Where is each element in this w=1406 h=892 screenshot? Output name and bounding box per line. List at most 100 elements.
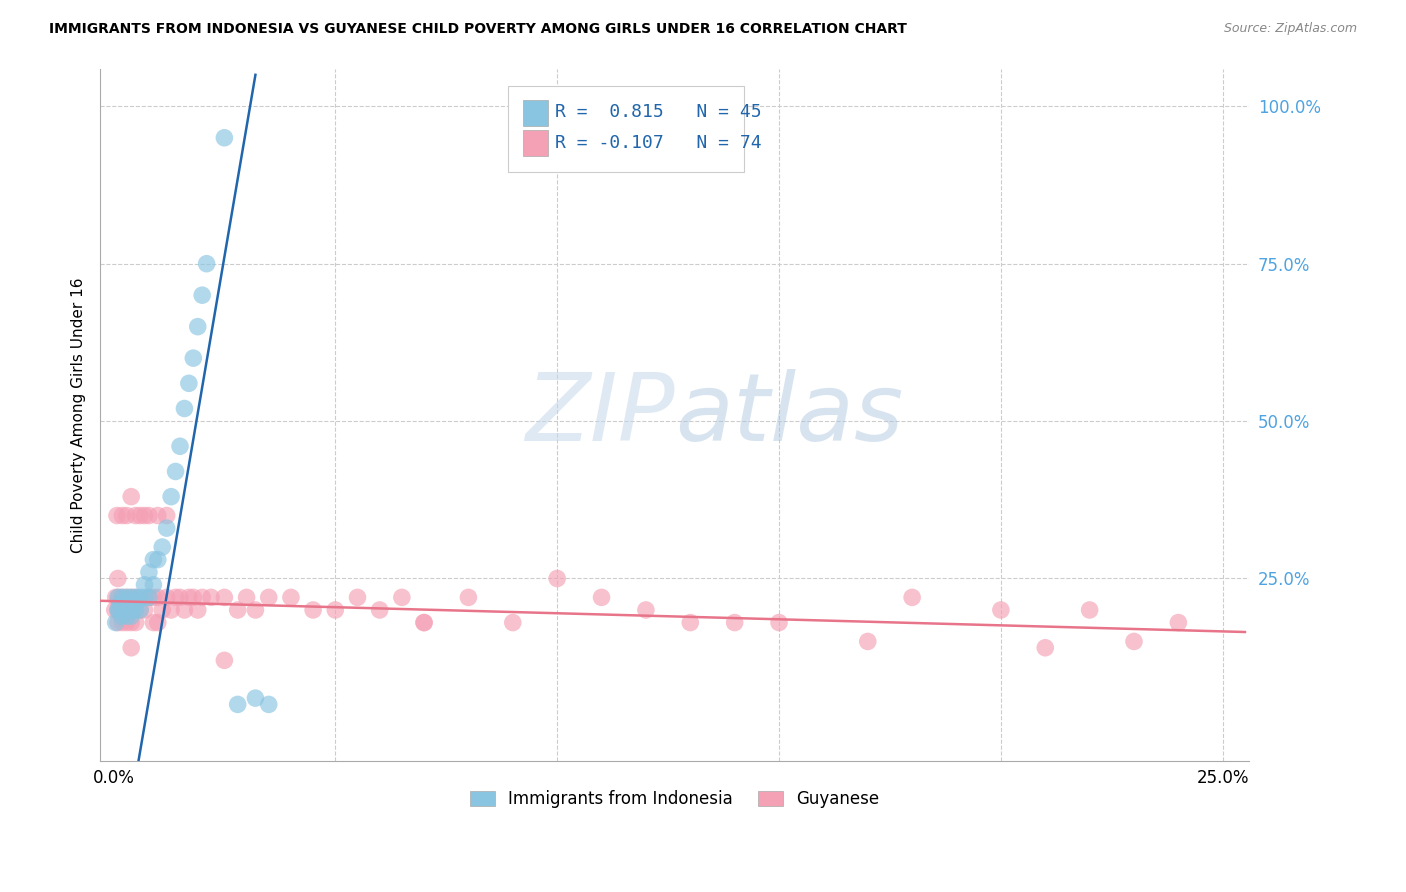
Point: [114, 603, 136, 617]
Bar: [523, 130, 548, 156]
Point: [169, 439, 191, 453]
Point: [280, 591, 302, 605]
Point: [104, 615, 127, 630]
Point: [245, 603, 267, 617]
Point: [156, 521, 179, 535]
Point: [368, 603, 391, 617]
Point: [546, 572, 568, 586]
Point: [235, 591, 257, 605]
FancyBboxPatch shape: [508, 86, 744, 172]
Point: [111, 615, 134, 630]
Point: [115, 591, 138, 605]
Point: [107, 615, 129, 630]
Point: [413, 615, 436, 630]
Text: R =  0.815   N = 45: R = 0.815 N = 45: [555, 103, 762, 121]
Point: [111, 591, 134, 605]
Point: [134, 591, 156, 605]
Point: [115, 609, 138, 624]
Point: [138, 565, 160, 579]
Point: [346, 591, 368, 605]
Point: [120, 490, 142, 504]
Point: [124, 591, 146, 605]
Text: R = -0.107   N = 74: R = -0.107 N = 74: [555, 135, 762, 153]
Point: [257, 698, 280, 712]
Point: [413, 615, 436, 630]
Point: [129, 508, 152, 523]
Point: [245, 691, 267, 706]
Point: [156, 591, 179, 605]
Point: [107, 603, 129, 617]
Point: [146, 552, 169, 566]
Point: [120, 591, 142, 605]
Point: [1033, 640, 1056, 655]
Point: [226, 698, 249, 712]
Point: [142, 615, 165, 630]
Legend: Immigrants from Indonesia, Guyanese: Immigrants from Indonesia, Guyanese: [464, 784, 886, 815]
Point: [724, 615, 747, 630]
Point: [129, 591, 152, 605]
Point: [1078, 603, 1101, 617]
Y-axis label: Child Poverty Among Girls Under 16: Child Poverty Among Girls Under 16: [72, 277, 86, 552]
Point: [146, 615, 169, 630]
Point: [165, 591, 187, 605]
Point: [181, 351, 204, 365]
Point: [104, 591, 127, 605]
Point: [142, 552, 165, 566]
Point: [115, 508, 138, 523]
Point: [173, 603, 195, 617]
Point: [634, 603, 657, 617]
Point: [156, 508, 179, 523]
Point: [129, 603, 152, 617]
Point: [187, 319, 209, 334]
Point: [134, 508, 156, 523]
Point: [226, 603, 249, 617]
Point: [107, 603, 129, 617]
Text: ZIP: ZIP: [524, 369, 675, 460]
Point: [124, 591, 146, 605]
Point: [120, 615, 142, 630]
Point: [134, 578, 156, 592]
Point: [257, 591, 280, 605]
Point: [160, 603, 183, 617]
Point: [160, 490, 183, 504]
Point: [117, 603, 139, 617]
Point: [142, 591, 165, 605]
Point: [124, 615, 146, 630]
Point: [107, 591, 129, 605]
Text: Source: ZipAtlas.com: Source: ZipAtlas.com: [1223, 22, 1357, 36]
Point: [138, 591, 160, 605]
Point: [110, 609, 132, 624]
Point: [107, 591, 129, 605]
Point: [111, 591, 134, 605]
Point: [1167, 615, 1189, 630]
Point: [191, 288, 214, 302]
Point: [112, 603, 135, 617]
Point: [187, 603, 209, 617]
Point: [195, 257, 218, 271]
Point: [111, 508, 134, 523]
Point: [120, 591, 142, 605]
Point: [901, 591, 924, 605]
Point: [169, 591, 191, 605]
Point: [138, 508, 160, 523]
Point: [108, 603, 131, 617]
Point: [768, 615, 790, 630]
Point: [120, 640, 142, 655]
Point: [115, 615, 138, 630]
Point: [124, 603, 146, 617]
Point: [173, 401, 195, 416]
Point: [990, 603, 1012, 617]
Point: [142, 578, 165, 592]
Point: [323, 603, 346, 617]
Point: [214, 653, 236, 667]
Point: [146, 508, 169, 523]
Point: [124, 508, 146, 523]
Point: [302, 603, 325, 617]
Point: [214, 591, 236, 605]
Point: [120, 609, 142, 624]
Point: [115, 591, 138, 605]
Point: [107, 603, 129, 617]
Point: [502, 615, 524, 630]
Point: [115, 597, 138, 611]
Point: [191, 591, 214, 605]
